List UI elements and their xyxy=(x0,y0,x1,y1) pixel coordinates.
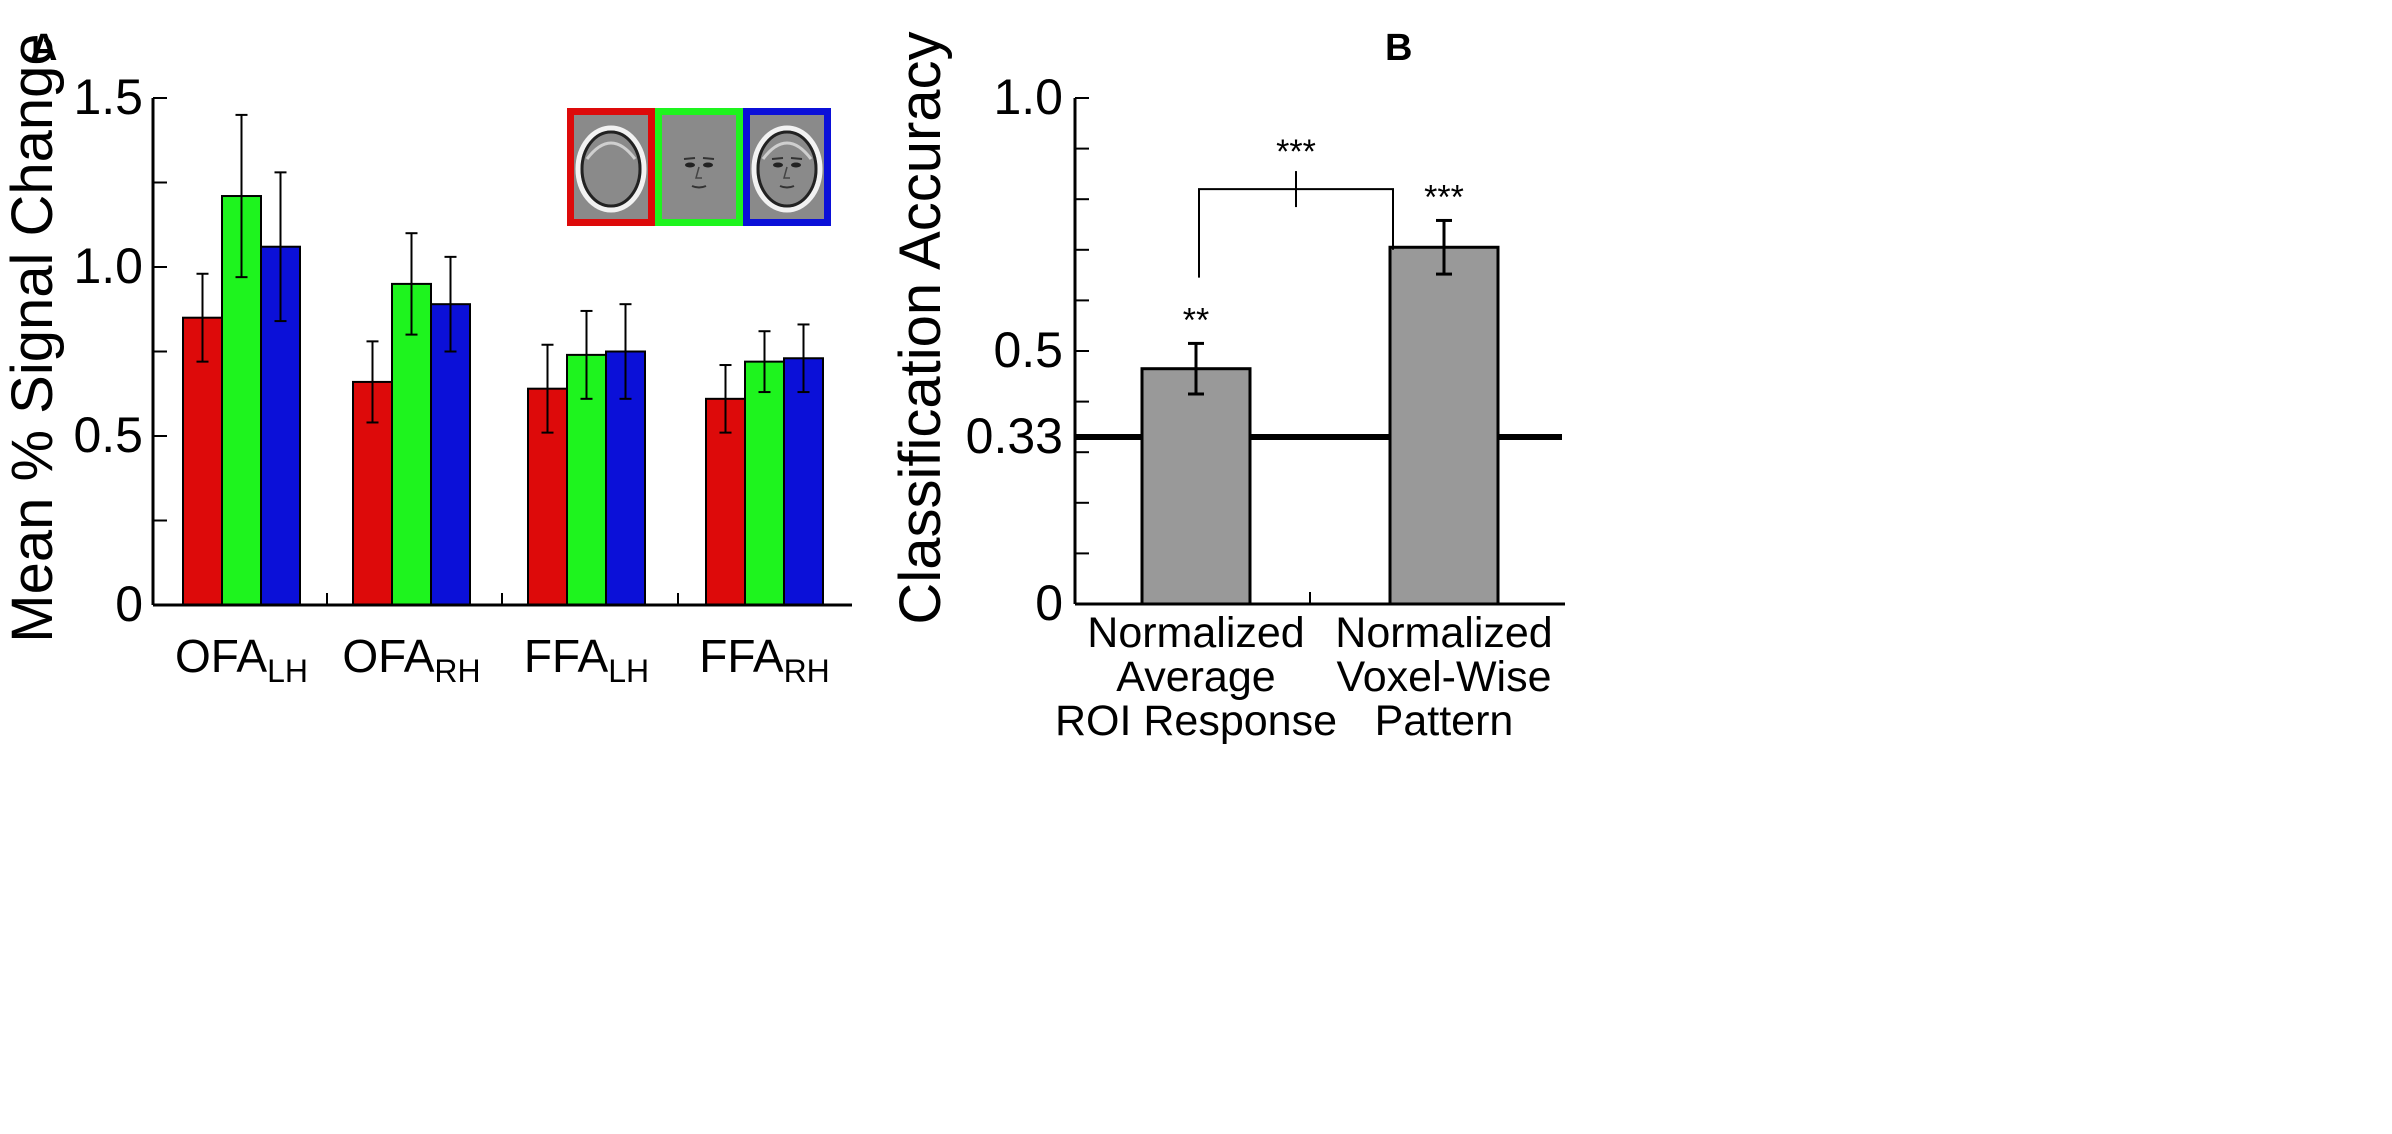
eye-icon xyxy=(791,162,801,168)
bar-ffa-rh-series-1 xyxy=(744,360,785,607)
bar-0 xyxy=(1140,367,1252,606)
y-tick-label: 0.5 xyxy=(73,407,143,463)
x-tick-label-line: ROI Response xyxy=(1055,697,1337,745)
panel-label-b: B xyxy=(1385,27,1412,69)
y-tick-label: 1.5 xyxy=(73,69,143,125)
hairline-icon xyxy=(761,141,813,160)
face-outline-icon xyxy=(756,130,818,208)
y-axis-label: Classification Accuracy xyxy=(888,31,953,624)
bar-ofa-lh-series-0 xyxy=(182,316,223,606)
face-outline-icon xyxy=(751,125,823,213)
mouth-icon xyxy=(691,185,707,189)
y-tick-label: 1.0 xyxy=(993,69,1063,125)
y-tick-label: 1.0 xyxy=(73,238,143,294)
x-tick-label-line: Normalized xyxy=(1335,609,1552,657)
x-tick-label-line: Voxel-Wise xyxy=(1336,653,1551,701)
eyebrow-icon xyxy=(771,157,784,160)
eyebrow-icon xyxy=(683,157,696,160)
bar-ffa-rh-series-2 xyxy=(783,357,824,607)
x-tick-label-ffa-rh: FFARH xyxy=(699,630,830,689)
significance-marker: ** xyxy=(1183,301,1209,339)
stimulus-legend xyxy=(567,108,831,226)
bar-ofa-rh-series-1 xyxy=(391,282,432,606)
y-tick-label: 0.33 xyxy=(966,408,1063,464)
nose-icon xyxy=(695,166,702,179)
eyebrow-icon xyxy=(702,157,715,160)
face-outline-icon xyxy=(580,130,642,208)
panel-label-a: A xyxy=(30,27,57,69)
y-axis-label: Mean % Signal Change xyxy=(0,33,65,642)
y-tick-label: 0 xyxy=(1035,575,1063,631)
x-tick-label-line: Average xyxy=(1116,653,1275,701)
significance-marker: *** xyxy=(1424,178,1464,216)
y-tick-label: 0 xyxy=(115,576,143,632)
x-tick-label-ofa-lh: OFALH xyxy=(175,630,308,689)
eye-icon xyxy=(703,162,713,168)
x-tick-label-line: Normalized xyxy=(1087,609,1304,657)
x-tick-label-ofa-rh: OFARH xyxy=(342,630,480,689)
x-tick-label-ffa-lh: FFALH xyxy=(524,630,649,689)
eye-icon xyxy=(685,162,695,168)
eyebrow-icon xyxy=(790,157,803,160)
chart-b-classification-accuracy: ********00.330.51.0NormalizedAverageROI … xyxy=(888,31,1565,745)
face-outline-icon xyxy=(575,125,647,213)
eye-icon xyxy=(773,162,783,168)
comparison-significance: *** xyxy=(1276,133,1316,171)
hairline-icon xyxy=(585,141,637,160)
nose-icon xyxy=(783,166,790,179)
bar-1 xyxy=(1388,245,1500,606)
y-tick-label: 0.5 xyxy=(993,322,1063,378)
x-tick-label-line: Pattern xyxy=(1375,697,1514,745)
mouth-icon xyxy=(779,185,795,189)
